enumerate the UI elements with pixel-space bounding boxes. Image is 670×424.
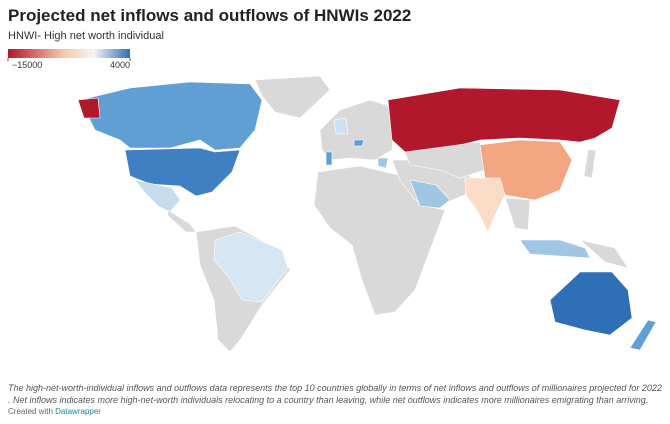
subtitle: HNWI- High net worth individual — [8, 30, 164, 42]
title: Projected net inflows and outflows of HN… — [8, 6, 412, 25]
land — [77, 75, 657, 353]
legend-label: 4000 — [110, 60, 130, 70]
legend-gradient — [8, 49, 130, 58]
credit-link[interactable]: Datawrapper — [55, 407, 101, 416]
credit: Created with Datawrapper — [8, 407, 101, 416]
footnote: The high-net-worth-individual inflows an… — [8, 383, 662, 405]
credit-text: Created with — [8, 407, 53, 416]
legend-label: −15000 — [12, 60, 42, 70]
